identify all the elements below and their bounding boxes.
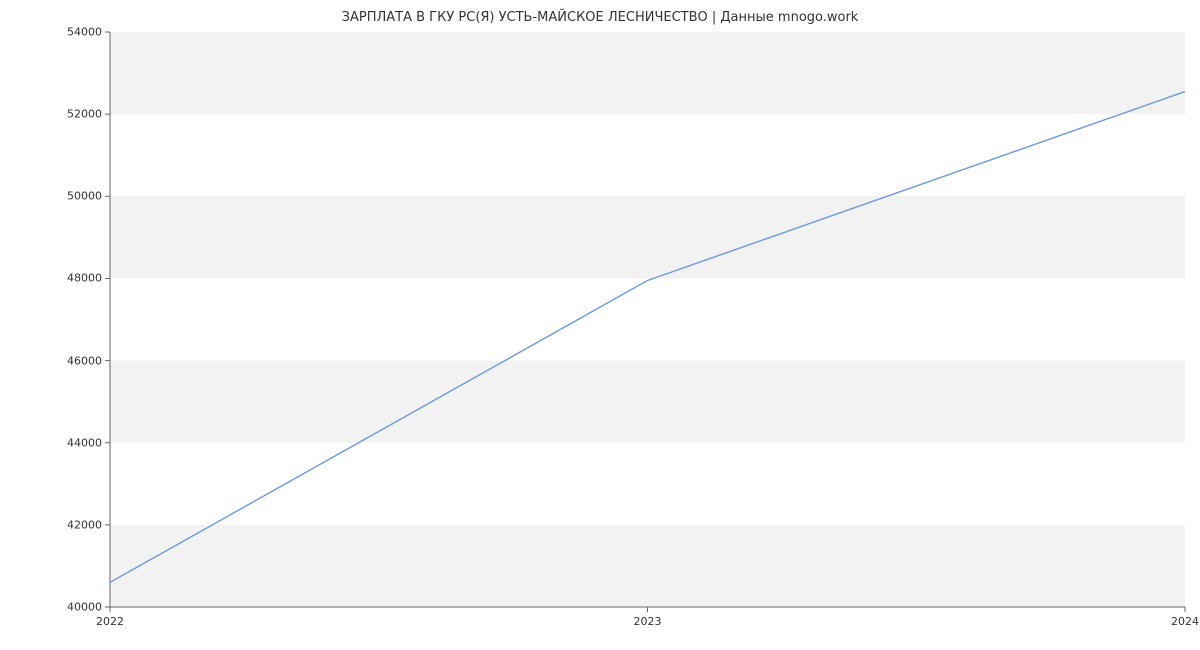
salary-chart: ЗАРПЛАТА В ГКУ РС(Я) УСТЬ-МАЙСКОЕ ЛЕСНИЧ…: [0, 0, 1200, 650]
y-tick-label: 42000: [67, 518, 110, 531]
x-tick-label: 2023: [634, 607, 662, 628]
y-tick-label: 54000: [67, 26, 110, 39]
y-tick-label: 44000: [67, 436, 110, 449]
y-tick-label: 50000: [67, 190, 110, 203]
x-tick-label: 2024: [1171, 607, 1199, 628]
plot-svg: [110, 32, 1185, 607]
y-tick-label: 48000: [67, 272, 110, 285]
y-tick-label: 46000: [67, 354, 110, 367]
y-tick-label: 52000: [67, 108, 110, 121]
plot-area: 4000042000440004600048000500005200054000…: [110, 32, 1185, 607]
x-tick-label: 2022: [96, 607, 124, 628]
chart-title: ЗАРПЛАТА В ГКУ РС(Я) УСТЬ-МАЙСКОЕ ЛЕСНИЧ…: [0, 10, 1200, 25]
